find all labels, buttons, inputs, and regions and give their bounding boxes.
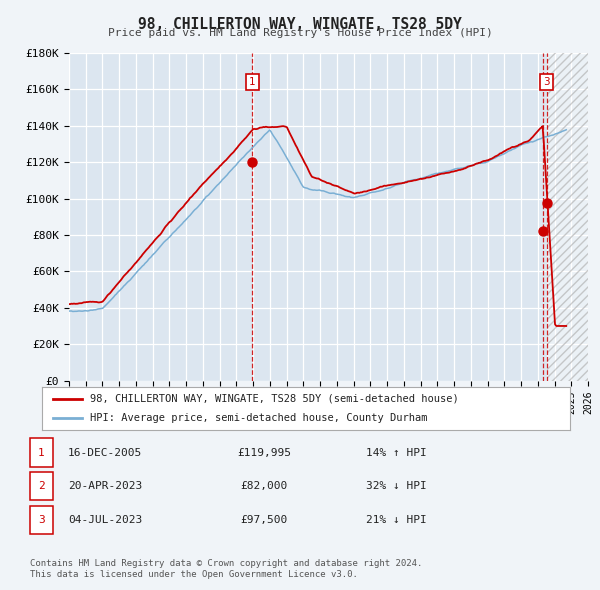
Text: 20-APR-2023: 20-APR-2023	[68, 481, 142, 491]
Text: 98, CHILLERTON WAY, WINGATE, TS28 5DY: 98, CHILLERTON WAY, WINGATE, TS28 5DY	[138, 17, 462, 31]
Text: Contains HM Land Registry data © Crown copyright and database right 2024.: Contains HM Land Registry data © Crown c…	[30, 559, 422, 568]
Text: 2: 2	[38, 481, 45, 491]
Bar	[547, 53, 588, 381]
Text: 14% ↑ HPI: 14% ↑ HPI	[365, 448, 427, 457]
Text: Price paid vs. HM Land Registry's House Price Index (HPI): Price paid vs. HM Land Registry's House …	[107, 28, 493, 38]
Text: £97,500: £97,500	[241, 515, 287, 525]
Text: HPI: Average price, semi-detached house, County Durham: HPI: Average price, semi-detached house,…	[89, 414, 427, 424]
Text: 04-JUL-2023: 04-JUL-2023	[68, 515, 142, 525]
Text: 3: 3	[544, 77, 550, 87]
Text: 3: 3	[38, 515, 45, 525]
Text: 16-DEC-2005: 16-DEC-2005	[68, 448, 142, 457]
Text: 1: 1	[38, 448, 45, 457]
Text: This data is licensed under the Open Government Licence v3.0.: This data is licensed under the Open Gov…	[30, 571, 358, 579]
Text: 98, CHILLERTON WAY, WINGATE, TS28 5DY (semi-detached house): 98, CHILLERTON WAY, WINGATE, TS28 5DY (s…	[89, 394, 458, 404]
Bar	[547, 53, 588, 381]
Text: £119,995: £119,995	[237, 448, 291, 457]
Text: £82,000: £82,000	[241, 481, 287, 491]
Text: 21% ↓ HPI: 21% ↓ HPI	[365, 515, 427, 525]
Text: 32% ↓ HPI: 32% ↓ HPI	[365, 481, 427, 491]
Text: 1: 1	[249, 77, 256, 87]
